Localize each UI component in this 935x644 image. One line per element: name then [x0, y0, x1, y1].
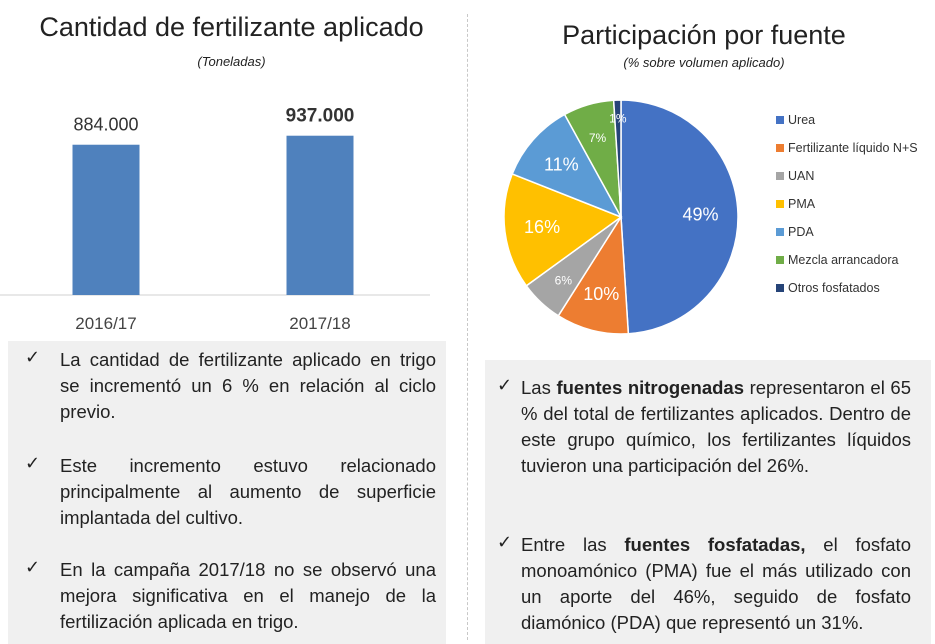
left-bullet-1: La cantidad de fertilizante aplicado en …	[60, 349, 436, 422]
check-icon: ✓	[497, 532, 513, 552]
legend-swatch	[776, 200, 784, 208]
pie-slice-label: 16%	[524, 217, 560, 237]
legend-label: UAN	[788, 169, 815, 183]
legend-swatch	[776, 256, 784, 264]
left-bullet-3: En la campaña 2017/18 no se observó una …	[60, 559, 436, 632]
right-notes-box: ✓ Las fuentes nitrogenadas representaron…	[485, 360, 931, 644]
pie-slice-pma	[503, 172, 623, 287]
right-bullet-2-pre: Entre las	[521, 534, 625, 555]
right-bullet-1: Las fuentes nitrogenadas representaron e…	[521, 375, 911, 479]
pie-slice-label: 1%	[609, 111, 627, 125]
bar-chart: 884.000 2016/17 937.000 2017/18	[0, 106, 430, 333]
right-bullet-2-bold: fuentes fosfatadas,	[624, 534, 806, 555]
right-bullet-1-post: representaron el 65 % del total de ferti…	[521, 377, 911, 476]
left-notes-box: ✓ La cantidad de fertilizante aplicado e…	[8, 341, 446, 644]
legend-swatch	[776, 172, 784, 180]
legend-swatch	[776, 116, 784, 124]
pie-slice-fertilizante-l-quido-n-s	[557, 214, 630, 335]
legend-label: Urea	[788, 113, 816, 127]
x-tick-label: 2017/18	[289, 314, 350, 333]
pie-slice-pda	[511, 113, 623, 219]
bar-value-label: 937.000	[286, 106, 355, 127]
left-bullet-2: Este incremento estuvo relacionado princ…	[60, 455, 436, 528]
x-tick-label: 2016/17	[75, 314, 136, 333]
legend-label: Otros fosfatados	[788, 281, 880, 295]
right-bullet-1-pre: Las	[521, 377, 557, 398]
pie-slice-label: 6%	[555, 273, 573, 287]
pie-slice-otros-fosfatados	[612, 99, 622, 218]
pie-slice-label: 7%	[589, 131, 607, 145]
legend-swatch	[776, 144, 784, 152]
legend-label: PDA	[788, 225, 814, 239]
right-bullet-2: Entre las fuentes fosfatadas, el fosfato…	[521, 532, 911, 636]
legend-label: PMA	[788, 197, 816, 211]
pie-slice-label: 49%	[683, 205, 719, 225]
right-bullet-1-bold: fuentes nitrogenadas	[556, 377, 744, 398]
legend-label: Fertilizante líquido N+S	[788, 141, 918, 155]
bar-chart-subtitle: (Toneladas)	[197, 54, 266, 69]
check-icon: ✓	[25, 453, 41, 473]
legend-swatch	[776, 284, 784, 292]
check-icon: ✓	[25, 347, 41, 367]
right-panel: Participación por fuente (% sobre volume…	[473, 0, 935, 644]
left-panel: Cantidad de fertilizante aplicado (Tonel…	[0, 0, 463, 644]
panel-divider	[467, 14, 468, 640]
check-icon: ✓	[497, 375, 513, 395]
right-bullet-2-post: el fosfato monoamónico (PMA) fue el más …	[521, 534, 911, 633]
pie-slice-label: 10%	[583, 284, 619, 304]
bar-value-label: 884.000	[73, 115, 138, 135]
pie-slice-label: 11%	[544, 154, 579, 174]
pie-chart-subtitle: (% sobre volumen aplicado)	[623, 55, 785, 70]
pie-chart-title: Participación por fuente	[562, 20, 846, 50]
legend-swatch	[776, 228, 784, 236]
bar-2016/17	[72, 144, 140, 295]
bar-2017/18	[286, 135, 354, 295]
bar-chart-title: Cantidad de fertilizante aplicado	[39, 12, 424, 42]
check-icon: ✓	[25, 557, 41, 577]
pie-slice-urea	[620, 99, 739, 335]
pie-chart: 49% 10% 6% 16% 11% 7%1%	[503, 99, 739, 335]
legend-label: Mezcla arrancadora	[788, 253, 899, 267]
